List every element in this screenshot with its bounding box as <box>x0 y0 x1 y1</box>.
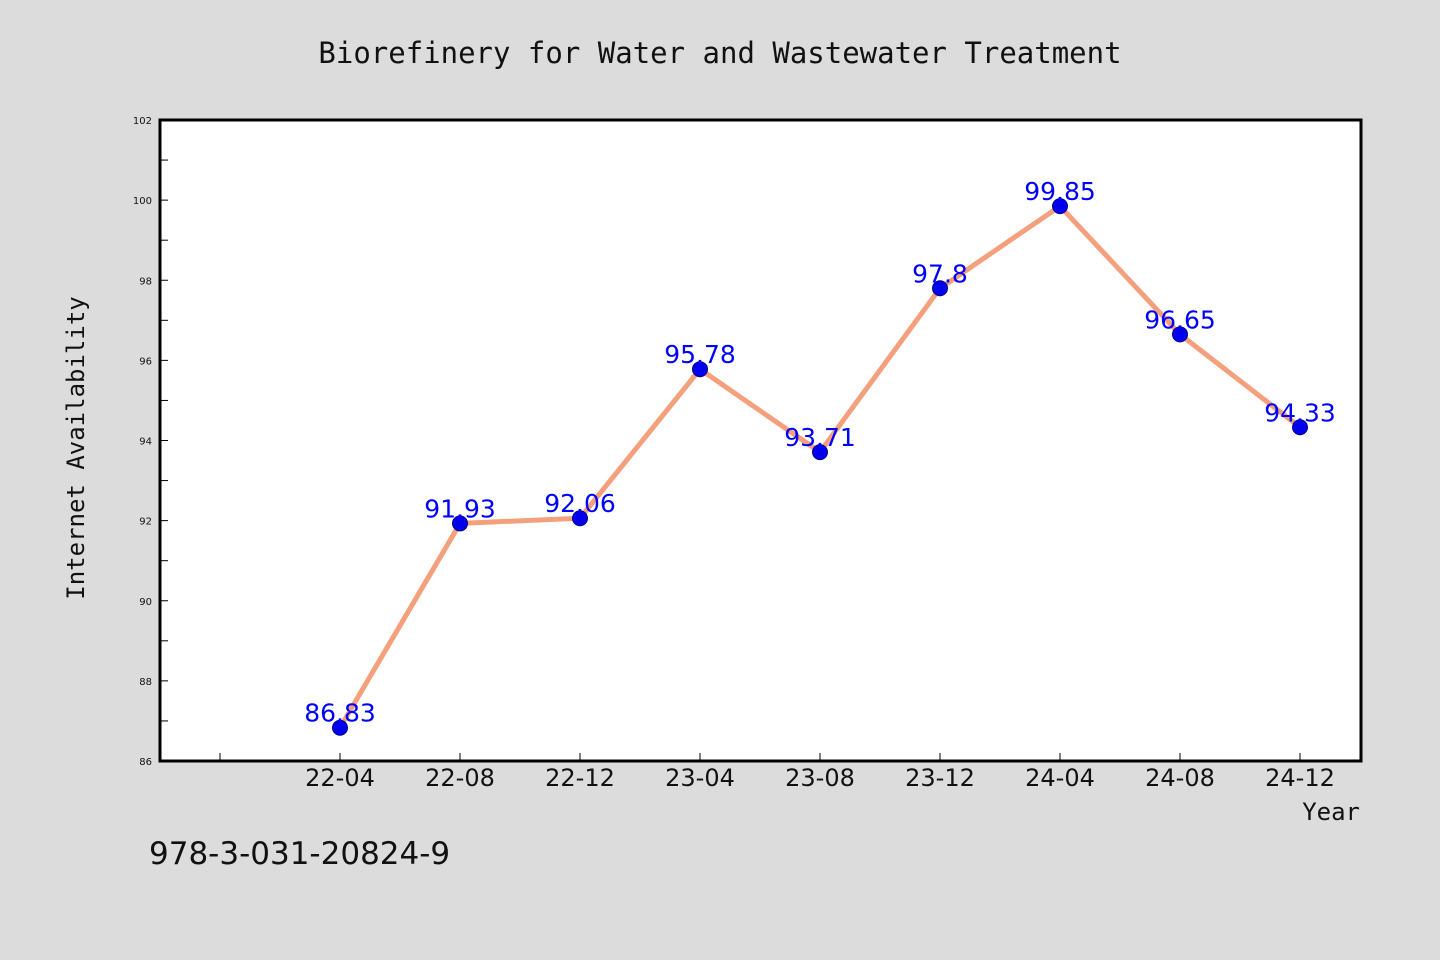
x-tick-label: 23-04 <box>665 764 735 792</box>
data-point <box>1172 326 1188 343</box>
data-label: 99.85 <box>1024 177 1096 206</box>
data-label: 86.83 <box>304 699 376 728</box>
chart-title: Biorefinery for Water and Wastewater Tre… <box>318 36 1121 70</box>
series-layer: 86.83 91.93 92.06 95.78 93.71 97.8 99.85 96.65 9… <box>304 177 1336 736</box>
y-tick-label: 90 <box>139 597 152 608</box>
y-tick-label: 92 <box>139 517 152 528</box>
data-point <box>932 280 948 297</box>
data-label: 95.78 <box>664 340 736 369</box>
y-axis-label: Internet Availability <box>62 296 90 599</box>
x-tick-label: 23-08 <box>785 764 855 792</box>
data-label: 93.71 <box>784 423 856 452</box>
y-tick-label: 98 <box>139 276 152 287</box>
x-axis: 22-04 22-08 22-12 23-04 23-08 23-12 24-04 24-08… <box>219 753 1335 792</box>
data-label: 94.33 <box>1264 398 1336 427</box>
y-tick-label: 100 <box>133 196 152 207</box>
x-tick-label: 22-12 <box>545 764 615 792</box>
plot-frame <box>158 118 1363 763</box>
data-label: 92.06 <box>544 489 616 518</box>
x-tick-label: 24-12 <box>1265 764 1335 792</box>
x-axis-label: Year <box>1302 798 1360 826</box>
data-label: 91.93 <box>424 494 496 523</box>
isbn-footnote: 978-3-031-20824-9 <box>149 836 450 872</box>
data-point <box>1292 419 1308 436</box>
data-point <box>332 719 348 736</box>
y-tick-label: 88 <box>139 677 152 688</box>
x-tick-label: 24-04 <box>1025 764 1095 792</box>
x-tick-label: 22-08 <box>425 764 495 792</box>
data-point <box>692 361 708 378</box>
y-tick-label: 102 <box>133 116 152 127</box>
y-axis: 86 88 90 92 94 96 98 100 102 <box>133 116 168 768</box>
data-label: 96.65 <box>1144 305 1216 334</box>
x-tick-label: 22-04 <box>305 764 375 792</box>
data-point <box>1052 198 1068 215</box>
y-tick-label: 94 <box>139 437 152 448</box>
x-tick-label: 24-08 <box>1145 764 1215 792</box>
data-point <box>572 510 588 527</box>
data-label: 97.8 <box>912 259 968 288</box>
y-tick-label: 96 <box>139 356 152 367</box>
data-point <box>812 444 828 461</box>
x-tick-label: 23-12 <box>905 764 975 792</box>
data-point <box>452 515 468 532</box>
plot-area <box>160 120 1361 761</box>
y-tick-label: 86 <box>139 757 152 768</box>
